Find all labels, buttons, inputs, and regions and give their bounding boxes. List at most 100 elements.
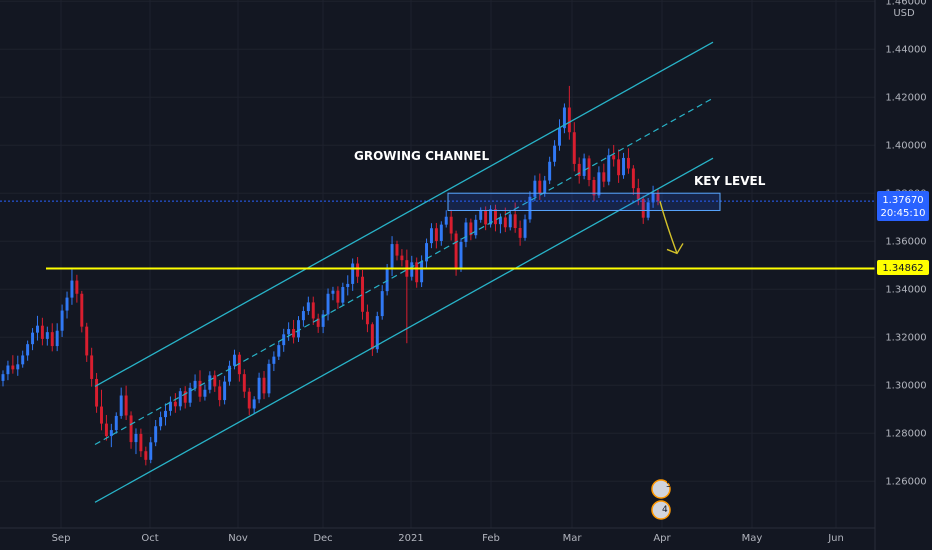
x-tick-label: Feb xyxy=(482,533,500,544)
candle-body xyxy=(228,365,232,382)
key-level-tag xyxy=(877,260,929,275)
x-tick-label: Sep xyxy=(52,533,71,544)
candle-body xyxy=(326,293,330,315)
countdown-label: 20:45:10 xyxy=(881,208,926,219)
indicator-count: 5 xyxy=(666,480,672,490)
candle-body xyxy=(479,210,483,220)
candle-body xyxy=(508,214,512,228)
candle-body xyxy=(100,406,103,424)
candle-body xyxy=(193,380,197,388)
candle-body xyxy=(572,132,576,164)
candle-body xyxy=(109,430,113,437)
candle-body xyxy=(444,216,448,225)
candle-body xyxy=(356,263,360,277)
candle-body xyxy=(164,410,167,418)
candle-body xyxy=(287,329,291,335)
candle-body xyxy=(434,228,438,241)
candle-body xyxy=(533,180,537,197)
candle-body xyxy=(587,158,591,180)
candle-body xyxy=(331,290,335,294)
channel-annotation: GROWING CHANNEL xyxy=(354,149,489,163)
y-tick-label: 1.40000 xyxy=(885,141,926,152)
y-tick-label: 1.36000 xyxy=(885,237,926,248)
flag-icon xyxy=(651,479,671,499)
y-tick-label: 1.46000 xyxy=(885,0,926,8)
price-tags: 1.37670 20:45:10 1.34862 xyxy=(877,191,929,275)
candle-body xyxy=(119,395,123,416)
candle-body xyxy=(129,415,133,443)
candle-body xyxy=(365,311,369,325)
candle-body xyxy=(114,415,118,431)
candle-body xyxy=(439,224,443,241)
event-indicator-2[interactable]: 4 2 xyxy=(651,500,679,520)
last-price-tag xyxy=(877,191,929,221)
candle-body xyxy=(607,155,611,182)
y-tick-label: 1.44000 xyxy=(885,45,926,56)
candle-body xyxy=(31,332,35,345)
y-tick-label: 1.34000 xyxy=(885,285,926,296)
candle-body xyxy=(1,374,5,381)
candle-body xyxy=(459,241,463,269)
candle-body xyxy=(213,375,217,387)
candle-body xyxy=(543,180,547,194)
grid xyxy=(0,0,875,528)
candle-body xyxy=(252,399,256,409)
candle-body xyxy=(247,391,251,409)
candle-body xyxy=(183,391,187,403)
candle-body xyxy=(415,262,419,283)
x-tick-label: Dec xyxy=(313,533,332,544)
y-tick-label: 1.42000 xyxy=(885,93,926,104)
candle-body xyxy=(498,217,502,225)
candle-body xyxy=(301,311,305,321)
candle-body xyxy=(242,374,246,392)
y-tick-label: 1.32000 xyxy=(885,333,926,344)
candle-body xyxy=(272,356,276,364)
time-axis[interactable]: Sep Oct Nov Dec 2021 Feb Mar Apr May Jun xyxy=(0,527,875,544)
candle-body xyxy=(513,214,517,228)
candle-body xyxy=(622,157,626,176)
projection-arrow xyxy=(659,201,678,254)
candle-body xyxy=(410,262,414,277)
candle-body xyxy=(577,163,581,176)
key-zone-box xyxy=(447,192,721,211)
candle-body xyxy=(65,297,69,311)
candle-body xyxy=(154,426,158,443)
candle-body xyxy=(562,107,566,129)
candle-body xyxy=(40,325,44,339)
candle-body xyxy=(449,216,453,234)
candle-body xyxy=(26,344,30,356)
event-indicators[interactable]: 5 4 2 xyxy=(651,479,679,520)
candle-body xyxy=(484,210,488,225)
candle-body xyxy=(237,354,241,375)
candle-body xyxy=(494,209,497,225)
candle-body xyxy=(454,233,458,269)
y-tick-label: 1.26000 xyxy=(885,477,926,488)
candle-body xyxy=(656,192,660,202)
candle-body xyxy=(80,293,84,327)
event-indicator-1[interactable]: 5 xyxy=(651,479,672,499)
candle-body xyxy=(90,355,94,379)
candle-body xyxy=(104,423,108,437)
candle-body xyxy=(178,391,182,407)
candle-body xyxy=(592,180,596,196)
y-tick-label: 1.30000 xyxy=(885,381,926,392)
candle-body xyxy=(50,332,54,347)
candle-body xyxy=(341,287,345,303)
candle-body xyxy=(124,395,128,416)
candle-body xyxy=(257,377,261,400)
candle-body xyxy=(297,320,300,338)
candle-body xyxy=(567,107,571,133)
candle-body xyxy=(16,364,20,370)
overlays xyxy=(0,41,875,503)
candle-body xyxy=(469,222,473,236)
candle-body xyxy=(612,155,616,160)
candle-body xyxy=(548,161,552,181)
candle-body xyxy=(149,442,153,460)
candle-body xyxy=(188,387,192,403)
candle-body xyxy=(464,222,468,242)
candles xyxy=(1,85,660,466)
candle-body xyxy=(370,324,374,350)
candle-body xyxy=(134,433,138,443)
candle-body xyxy=(523,219,527,238)
